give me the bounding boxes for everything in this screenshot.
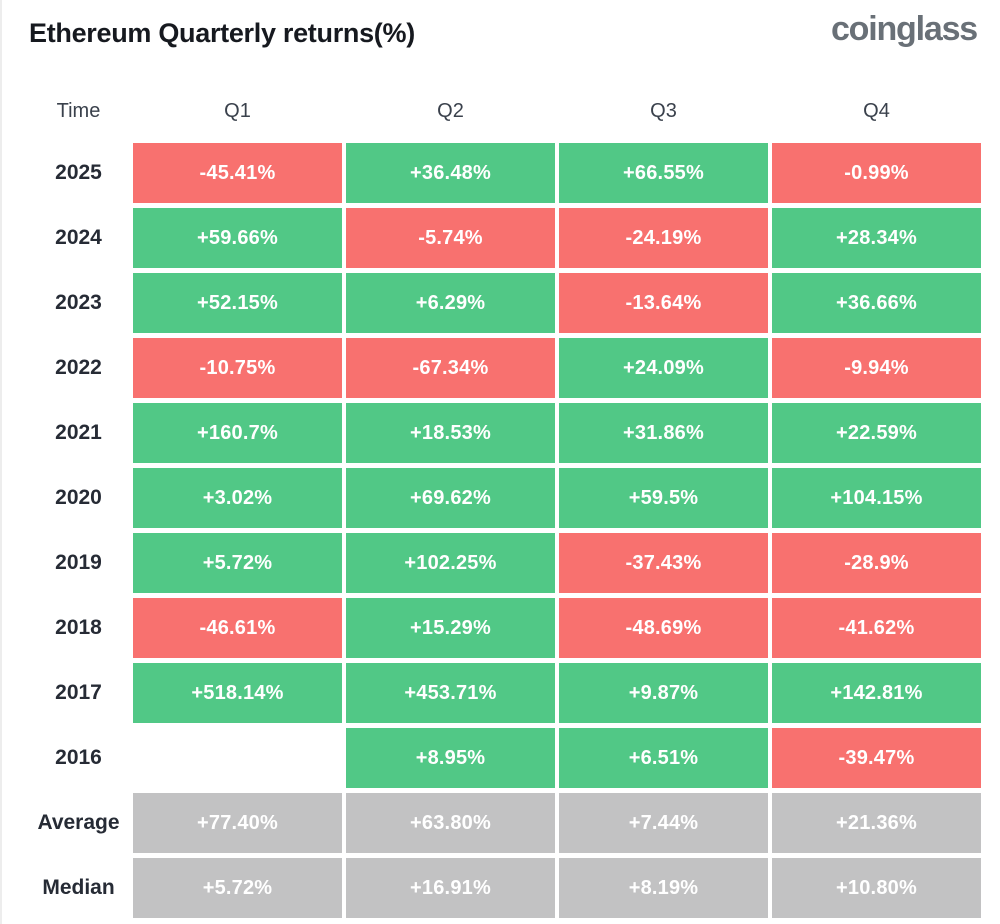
table-row: 2020 +3.02% +69.62% +59.5% +104.15% — [2, 468, 981, 528]
return-cell: +59.66% — [133, 208, 342, 268]
return-cell: +21.36% — [772, 793, 981, 853]
returns-table: Time Q1 Q2 Q3 Q4 2025 -45.41% +36.48% +66.5… — [2, 98, 1000, 918]
return-cell: +15.29% — [346, 598, 555, 658]
return-cell: +518.14% — [133, 663, 342, 723]
table-row: Median +5.72% +16.91% +8.19% +10.80% — [2, 858, 981, 918]
table-row: 2021 +160.7% +18.53% +31.86% +22.59% — [2, 403, 981, 463]
return-cell: +22.59% — [772, 403, 981, 463]
table-row: 2024 +59.66% -5.74% -24.19% +28.34% — [2, 208, 981, 268]
return-cell: -13.64% — [559, 273, 768, 333]
return-cell: +16.91% — [346, 858, 555, 918]
table-row: 2018 -46.61% +15.29% -48.69% -41.62% — [2, 598, 981, 658]
return-cell: +142.81% — [772, 663, 981, 723]
return-cell: +102.25% — [346, 533, 555, 593]
return-cell: +9.87% — [559, 663, 768, 723]
row-label: 2020 — [55, 486, 102, 509]
topbar: Ethereum Quarterly returns(%) coinglass — [2, 0, 1000, 53]
return-cell: +3.02% — [133, 468, 342, 528]
return-cell: -45.41% — [133, 143, 342, 203]
row-label: 2018 — [55, 616, 102, 639]
row-label: Median — [42, 876, 115, 899]
table-row: 2017 +518.14% +453.71% +9.87% +142.81% — [2, 663, 981, 723]
return-cell: +63.80% — [346, 793, 555, 853]
return-cell: -9.94% — [772, 338, 981, 398]
row-label: Average — [37, 811, 120, 834]
row-label: 2017 — [55, 681, 102, 704]
row-label: 2021 — [55, 421, 102, 444]
return-cell: +5.72% — [133, 858, 342, 918]
coinglass-logo: coinglass — [830, 10, 978, 48]
return-cell: -41.62% — [772, 598, 981, 658]
return-cell: +104.15% — [772, 468, 981, 528]
return-cell: -24.19% — [559, 208, 768, 268]
return-cell: +18.53% — [346, 403, 555, 463]
return-cell: +6.29% — [346, 273, 555, 333]
column-header-q1: Q1 — [224, 99, 251, 122]
return-cell: +77.40% — [133, 793, 342, 853]
return-cell: +7.44% — [559, 793, 768, 853]
return-cell: +52.15% — [133, 273, 342, 333]
table-row: Average +77.40% +63.80% +7.44% +21.36% — [2, 793, 981, 853]
return-cell: -37.43% — [559, 533, 768, 593]
page-title: Ethereum Quarterly returns(%) — [29, 18, 415, 48]
return-cell: -0.99% — [772, 143, 981, 203]
return-cell: +24.09% — [559, 338, 768, 398]
table-row: 2025 -45.41% +36.48% +66.55% -0.99% — [2, 143, 981, 203]
table-row: 2023 +52.15% +6.29% -13.64% +36.66% — [2, 273, 981, 333]
row-label: 2024 — [55, 226, 102, 249]
return-cell: +453.71% — [346, 663, 555, 723]
return-cell: +69.62% — [346, 468, 555, 528]
row-label: 2025 — [55, 161, 102, 184]
return-cell: +160.7% — [133, 403, 342, 463]
return-cell: -10.75% — [133, 338, 342, 398]
table-header-row: Time Q1 Q2 Q3 Q4 — [2, 98, 981, 124]
return-cell: +10.80% — [772, 858, 981, 918]
return-cell: +8.95% — [346, 728, 555, 788]
return-cell: +5.72% — [133, 533, 342, 593]
return-cell: -39.47% — [772, 728, 981, 788]
return-cell: +6.51% — [559, 728, 768, 788]
return-cell: +28.34% — [772, 208, 981, 268]
table-row: 2022 -10.75% -67.34% +24.09% -9.94% — [2, 338, 981, 398]
row-label: 2022 — [55, 356, 102, 379]
row-label: 2023 — [55, 291, 102, 314]
table-row: 2019 +5.72% +102.25% -37.43% -28.9% — [2, 533, 981, 593]
return-cell: +59.5% — [559, 468, 768, 528]
return-cell: +36.66% — [772, 273, 981, 333]
returns-table-body: 2025 -45.41% +36.48% +66.55% -0.99% 2024 +59.6… — [2, 143, 981, 918]
column-header-q3: Q3 — [650, 99, 677, 122]
return-cell — [133, 728, 342, 788]
column-header-time: Time — [56, 99, 101, 122]
column-header-q2: Q2 — [437, 99, 464, 122]
return-cell: -28.9% — [772, 533, 981, 593]
return-cell: -67.34% — [346, 338, 555, 398]
table-row: 2016 +8.95% +6.51% -39.47% — [2, 728, 981, 788]
return-cell: +31.86% — [559, 403, 768, 463]
column-header-q4: Q4 — [863, 99, 890, 122]
return-cell: -48.69% — [559, 598, 768, 658]
return-cell: +66.55% — [559, 143, 768, 203]
return-cell: +36.48% — [346, 143, 555, 203]
row-label: 2019 — [55, 551, 102, 574]
return-cell: -46.61% — [133, 598, 342, 658]
return-cell: -5.74% — [346, 208, 555, 268]
row-label: 2016 — [55, 746, 102, 769]
return-cell: +8.19% — [559, 858, 768, 918]
